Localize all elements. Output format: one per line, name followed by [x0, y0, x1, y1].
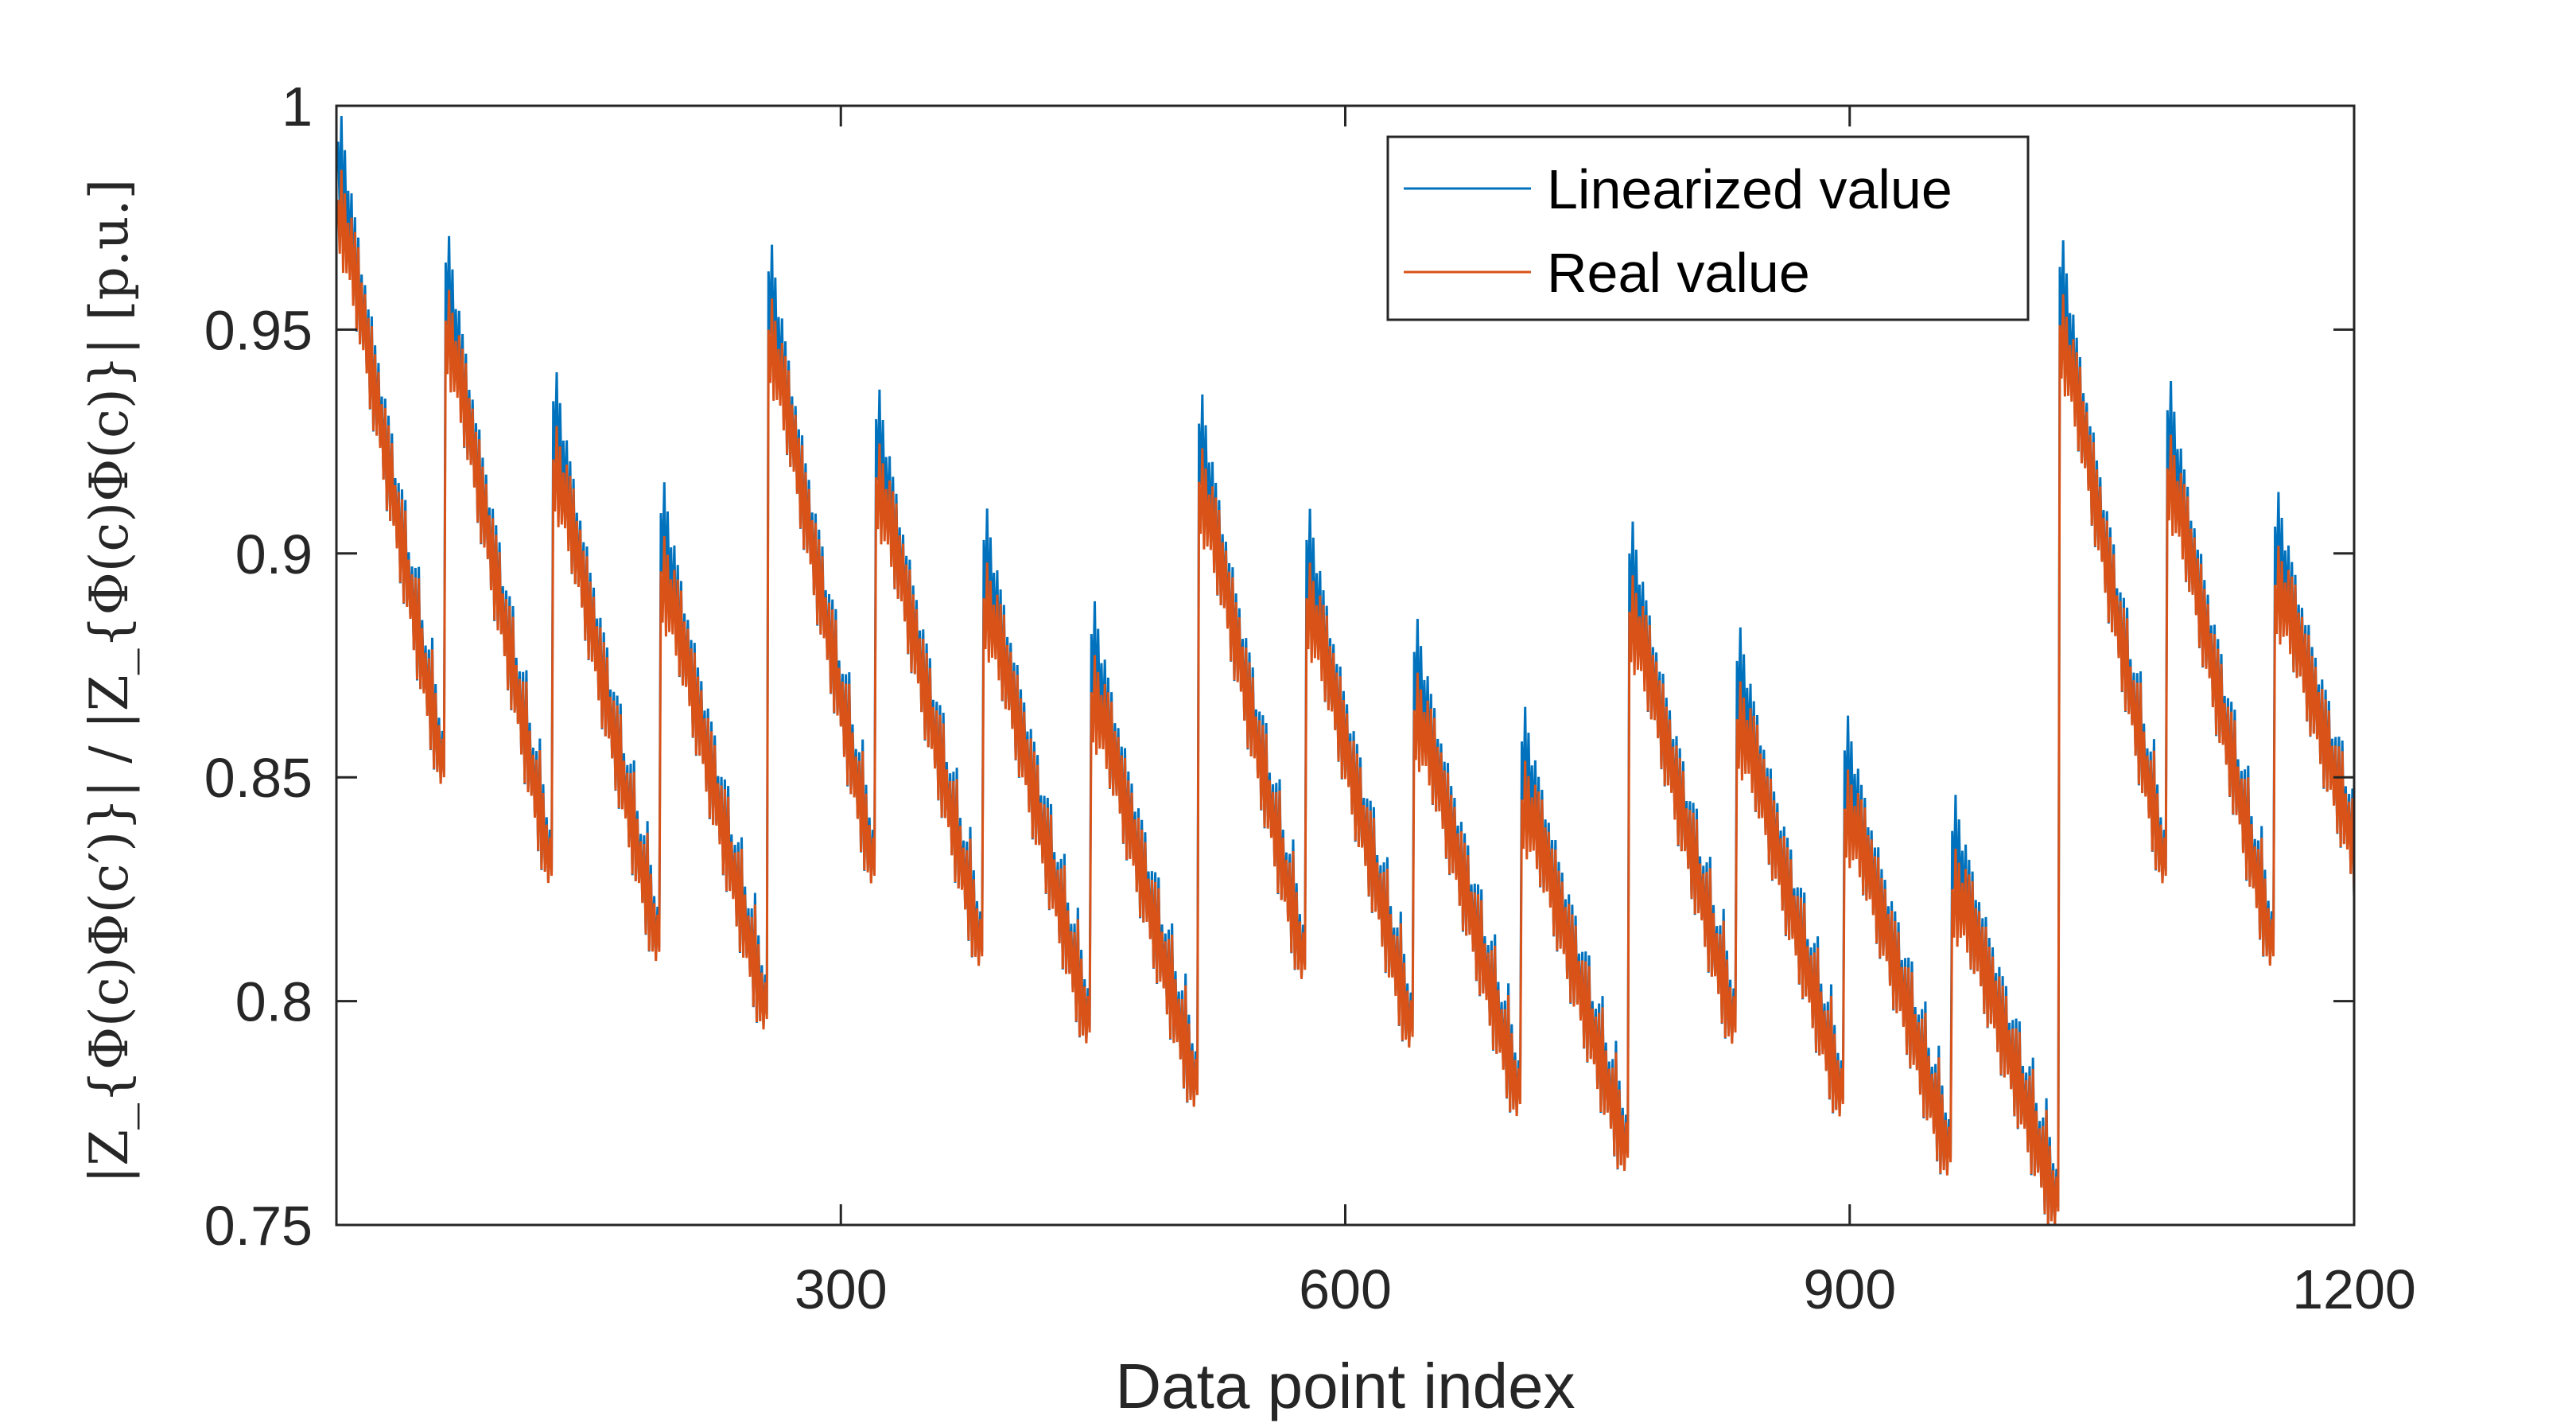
y-tick-label: 0.8: [235, 971, 313, 1033]
y-tick-label: 0.9: [235, 523, 313, 585]
x-tick-label: 900: [1803, 1258, 1896, 1320]
series-line-real: [336, 169, 2356, 1226]
legend-label-real: Real value: [1547, 242, 1810, 304]
axis-ticks: [336, 104, 2356, 1227]
plot-lines: [336, 115, 2356, 1226]
legend-label-linearized: Linearized value: [1547, 158, 1952, 220]
x-tick-label: 600: [1299, 1258, 1392, 1320]
axis-tick-labels: 300 600 900 1200 0.75 0.8 0.85 0.9 0.95 1: [204, 76, 2416, 1320]
x-axis-label: Data point index: [1115, 1351, 1575, 1421]
legend: Linearized value Real value: [1386, 135, 2030, 321]
x-tick-label: 1200: [2292, 1258, 2416, 1320]
y-tick-label: 0.85: [204, 747, 313, 809]
y-axis-label: |Z_{Φ(c)Φ(c′)}| / |Z_{Φ(c)Φ(c)}| [p.u.]: [79, 179, 140, 1184]
y-tick-label: 0.95: [204, 299, 313, 361]
x-tick-label: 300: [795, 1258, 888, 1320]
y-tick-label: 0.75: [204, 1195, 313, 1257]
legend-box: [1386, 135, 2030, 321]
y-tick-label: 1: [282, 76, 313, 138]
